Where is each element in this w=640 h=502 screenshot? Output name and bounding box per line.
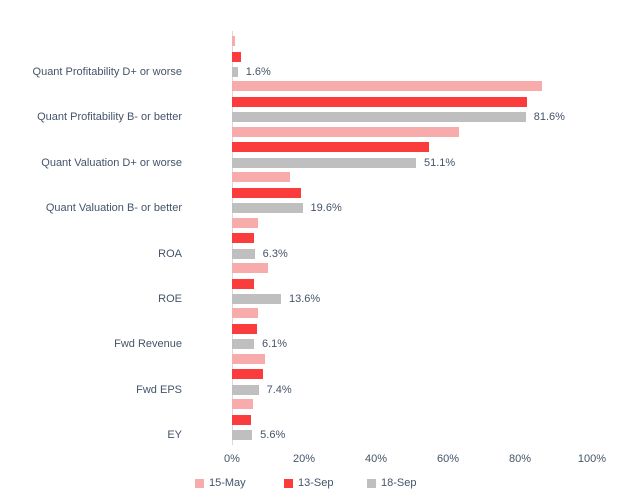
bar-13-sep bbox=[232, 369, 263, 380]
legend-swatch-18-sep bbox=[367, 478, 376, 488]
x-tick-label: 0% bbox=[224, 453, 240, 465]
category-label: Quant Profitability D+ or worse bbox=[32, 66, 182, 78]
bar-18-sep bbox=[232, 294, 281, 304]
data-label: 5.6% bbox=[260, 429, 286, 442]
bar-15-may bbox=[232, 308, 258, 319]
legend-label: 15-May bbox=[209, 477, 246, 489]
data-label: 51.1% bbox=[423, 156, 456, 169]
data-label: 19.6% bbox=[310, 202, 342, 215]
category-label: EY bbox=[167, 429, 182, 442]
data-label: 6.1% bbox=[261, 338, 288, 351]
x-tick-label: 60% bbox=[436, 453, 460, 465]
data-label: 81.6% bbox=[533, 111, 565, 124]
category-label: ROE bbox=[158, 293, 182, 305]
bar-13-sep bbox=[232, 233, 254, 244]
legend-item-18-sep: 18-Sep bbox=[367, 477, 416, 489]
bar-18-sep bbox=[232, 339, 254, 350]
legend-swatch-15-may bbox=[195, 478, 204, 488]
bar-18-sep bbox=[232, 112, 526, 123]
bar-13-sep bbox=[232, 142, 430, 153]
bar-18-sep bbox=[232, 430, 253, 441]
data-label: 1.6% bbox=[245, 66, 271, 78]
bar-15-may bbox=[232, 353, 265, 364]
data-label: 6.3% bbox=[262, 247, 288, 260]
bar-13-sep bbox=[232, 414, 252, 425]
bar-13-sep bbox=[232, 323, 257, 334]
x-tick-label: 80% bbox=[508, 453, 532, 465]
bar-18-sep bbox=[232, 248, 255, 259]
bar-13-sep bbox=[232, 96, 527, 107]
bar-18-sep bbox=[232, 384, 259, 395]
bar-13-sep bbox=[232, 278, 254, 289]
category-label: Quant Profitability B- or better bbox=[37, 111, 182, 124]
data-label: 7.4% bbox=[266, 383, 292, 396]
bar-18-sep bbox=[232, 157, 416, 168]
bar-15-may bbox=[232, 36, 236, 46]
bar-13-sep bbox=[232, 51, 241, 62]
category-label: Quant Valuation D+ or worse bbox=[41, 156, 182, 169]
legend-item-13-sep: 13-Sep bbox=[284, 477, 333, 489]
x-tick-label: 40% bbox=[364, 453, 388, 465]
legend-swatch-13-sep bbox=[284, 478, 293, 488]
legend-label: 13-Sep bbox=[298, 477, 334, 489]
bar-15-may bbox=[232, 399, 253, 410]
bar-15-may bbox=[232, 81, 542, 92]
bar-18-sep bbox=[232, 67, 238, 77]
legend-item-15-may: 15-May bbox=[195, 477, 246, 489]
bar-13-sep bbox=[232, 187, 302, 198]
bar-15-may bbox=[232, 172, 290, 183]
x-tick-label: 20% bbox=[292, 453, 316, 465]
category-label: ROA bbox=[158, 247, 182, 260]
category-label: Fwd EPS bbox=[136, 383, 182, 396]
x-tick-label: 100% bbox=[577, 453, 607, 465]
bar-15-may bbox=[232, 126, 459, 137]
category-label: Fwd Revenue bbox=[114, 338, 182, 351]
bar-15-may bbox=[232, 217, 258, 228]
bar-15-may bbox=[232, 263, 268, 273]
bar-18-sep bbox=[232, 203, 303, 214]
category-label: Quant Valuation B- or better bbox=[45, 202, 182, 215]
data-label: 13.6% bbox=[288, 293, 321, 305]
legend-label: 18-Sep bbox=[381, 477, 417, 489]
